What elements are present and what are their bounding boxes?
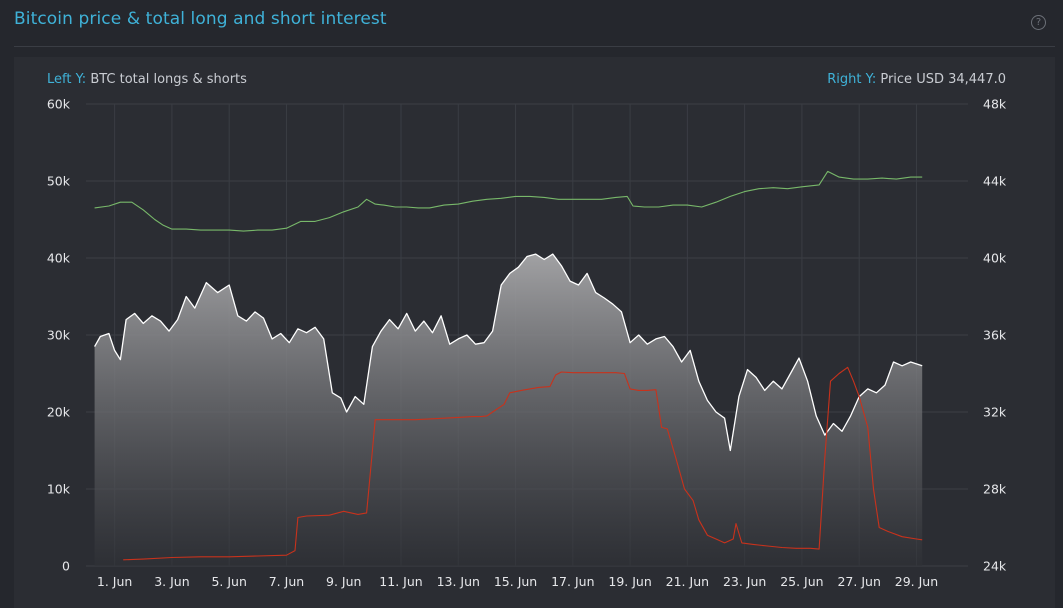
left-tick-label: 30k — [47, 328, 71, 343]
x-tick-label: 7. Jun — [269, 574, 304, 589]
right-axis-text: Price USD 34,447.0 — [880, 72, 1006, 87]
tick-labels: 0 24k 10k 28k 20k 32k 30k 36k 40k 40k 50k 44k 60k 48k… — [47, 97, 1007, 590]
left-axis-text: BTC total longs & shorts — [90, 72, 247, 87]
left-axis-caption: Left Y: BTC total longs & shorts — [47, 72, 247, 87]
right-tick-label: 44k — [983, 174, 1007, 189]
x-tick-label: 19. Jun — [608, 574, 651, 589]
series-layer — [94, 170, 923, 566]
right-axis-caption: Right Y: Price USD 34,447.0 — [827, 72, 1006, 87]
right-tick-label: 36k — [983, 328, 1007, 343]
left-tick-label: 20k — [47, 405, 71, 420]
series-1-line — [94, 170, 923, 232]
x-tick-label: 9. Jun — [326, 574, 361, 589]
x-tick-label: 15. Jun — [494, 574, 537, 589]
right-tick-label: 48k — [983, 97, 1007, 112]
x-tick-label: 23. Jun — [723, 574, 766, 589]
x-tick-label: 27. Jun — [837, 574, 880, 589]
right-axis-key: Right Y: — [827, 72, 877, 87]
series-2-line — [123, 366, 923, 561]
left-axis-key: Left Y: — [47, 72, 87, 87]
x-tick-label: 17. Jun — [551, 574, 594, 589]
help-icon[interactable]: ? — [1031, 15, 1046, 30]
x-tick-label: 25. Jun — [780, 574, 823, 589]
header-divider — [14, 46, 1055, 47]
chart-title: Bitcoin price & total long and short int… — [14, 9, 387, 29]
right-tick-label: 28k — [983, 482, 1007, 497]
left-tick-label: 40k — [47, 251, 71, 266]
series-0-area-fill — [94, 254, 923, 566]
right-tick-label: 40k — [983, 251, 1007, 266]
x-tick-label: 21. Jun — [666, 574, 709, 589]
left-tick-label: 50k — [47, 174, 71, 189]
right-tick-label: 24k — [983, 559, 1007, 574]
series-0-line — [94, 253, 923, 452]
left-tick-label: 60k — [47, 97, 71, 112]
x-tick-label: 5. Jun — [211, 574, 246, 589]
left-tick-label: 0 — [62, 559, 70, 574]
x-tick-label: 11. Jun — [379, 574, 422, 589]
x-tick-label: 1. Jun — [97, 574, 132, 589]
x-tick-label: 3. Jun — [154, 574, 189, 589]
x-tick-label: 13. Jun — [437, 574, 480, 589]
x-tick-label: 29. Jun — [895, 574, 938, 589]
left-tick-label: 10k — [47, 482, 71, 497]
right-tick-label: 32k — [983, 405, 1007, 420]
